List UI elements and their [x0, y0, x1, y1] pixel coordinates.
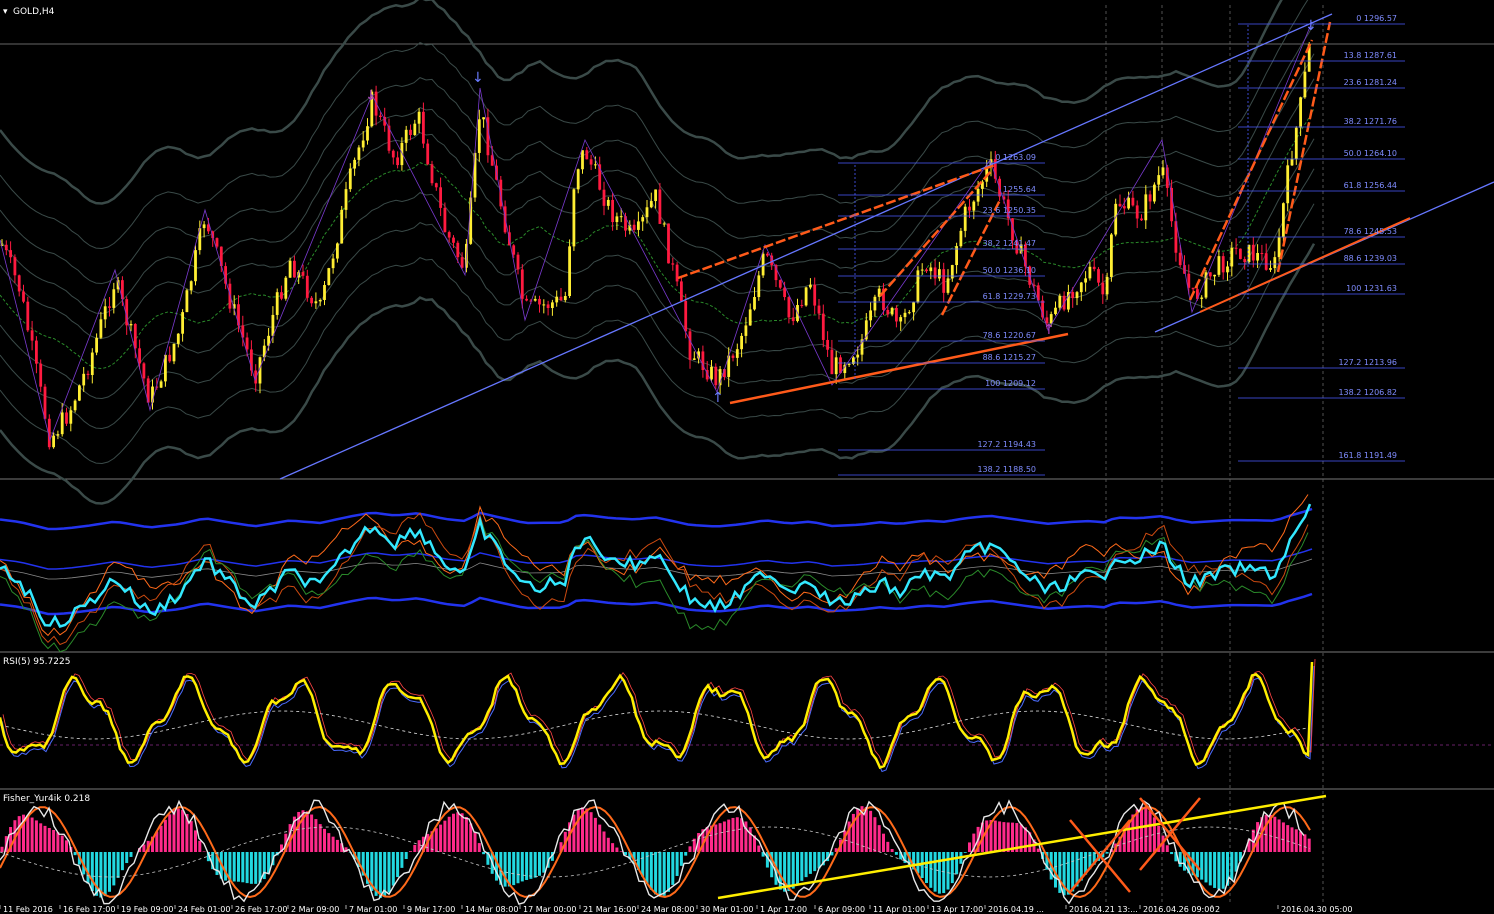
arrow-down-icon: ↓: [472, 70, 484, 86]
fib-label: 13.8 1287.61: [1344, 51, 1397, 60]
arrow-down-icon: ↓: [365, 88, 377, 104]
arrow-down-icon: ↓: [1305, 18, 1317, 34]
fib-label: 0 1263.09: [995, 153, 1036, 162]
x-tick-label: 24 Mar 08:00: [641, 905, 694, 914]
arrow-up-icon: ↑: [1043, 322, 1055, 338]
x-tick-label: 2016.04.30 05:00: [1281, 905, 1352, 914]
channel-line: [940, 199, 1002, 316]
fib-label: 38.2 1271.76: [1344, 117, 1397, 126]
x-tick-label: 30 Mar 01:00: [700, 905, 753, 914]
x-tick-label: 17 Mar 00:00: [523, 905, 576, 914]
envelope-bands: [0, 0, 1316, 505]
fib-label: 0 1296.57: [1356, 14, 1397, 23]
oscillator-panel: [0, 494, 1313, 653]
fib-label: 23.6 1250.35: [983, 206, 1036, 215]
fib-label: 61.8 1256.44: [1344, 181, 1397, 190]
fib-label: 38.2 1241.47: [983, 239, 1036, 248]
x-tick-label: 2 Mar 09:00: [291, 905, 339, 914]
x-tick-label: 2: [1215, 905, 1220, 914]
x-tick-label: 1 Apr 17:00: [760, 905, 807, 914]
x-tick-label: 2016.04.21 13:...: [1069, 905, 1138, 914]
fib-label: 50.0 1264.10: [1344, 149, 1397, 158]
x-tick-label: 7 Mar 01:00: [349, 905, 397, 914]
fib-label: 138.2 1206.82: [1338, 388, 1397, 397]
x-tick-label: 9 Mar 17:00: [407, 905, 455, 914]
fib-label: 88.6 1215.27: [983, 353, 1036, 362]
fractal-markers: ↓ ↑ ↓ ↓ ↑: [365, 18, 1317, 406]
rsi-label: RSI(5) 95.7225: [3, 657, 70, 667]
fib-label: 161.8 1191.49: [1338, 451, 1397, 460]
rsi-panel: [0, 658, 1494, 773]
fisher-panel: [0, 794, 1327, 905]
session-lines: [1105, 5, 1324, 905]
chevron-down-icon: ▾: [3, 7, 8, 17]
fib-label: 1255.64: [1003, 185, 1036, 194]
x-tick-label: 13 Apr 17:00: [931, 905, 983, 914]
channel-line: [879, 169, 993, 297]
fibonacci-levels: 0 1263.09 1255.64 23.6 1250.35 38.2 1241.47…: [838, 14, 1405, 476]
x-tick-label: 2016.04.26 09:00: [1143, 905, 1214, 914]
fib-label: 50.0 1236.10: [983, 266, 1036, 275]
fib-label: 61.8 1229.73: [983, 292, 1036, 301]
fib-label: 127.2 1213.96: [1338, 358, 1397, 367]
symbol-label: GOLD,H4: [13, 7, 55, 17]
fib-label: 100 1209.12: [985, 379, 1036, 388]
x-tick-label: 21 Mar 16:00: [583, 905, 636, 914]
x-tick-label: 26 Feb 17:00: [235, 905, 287, 914]
x-tick-label: 6 Apr 09:00: [818, 905, 865, 914]
channel-line: [729, 332, 1069, 405]
trend-line-blue: [279, 13, 1333, 480]
channel-line: [677, 163, 996, 280]
channel-line: [1276, 21, 1332, 273]
fib-label: 100 1231.63: [1346, 284, 1397, 293]
x-tick-label: 19 Feb 09:00: [121, 905, 173, 914]
fib-label: 78.6 1220.67: [983, 331, 1036, 340]
candles: [0, 21, 1313, 450]
fib-label: 78.6 1245.53: [1344, 227, 1397, 236]
fib-label: 127.2 1194.43: [977, 440, 1036, 449]
fisher-label: Fisher_Yur4ik 0.218: [3, 794, 90, 804]
x-tick-label: 11 Feb 2016: [3, 905, 53, 914]
channel-line: [1199, 217, 1411, 313]
x-tick-label: 14 Mar 08:00: [465, 905, 518, 914]
x-tick-label: 2016.04.19 ...: [988, 905, 1044, 914]
fib-label: 138.2 1188.50: [977, 465, 1036, 474]
fib-label: 23.6 1281.24: [1344, 78, 1397, 87]
x-axis: 11 Feb 2016 16 Feb 17:00 19 Feb 09:00 24 Fe…: [0, 905, 1352, 914]
arrow-up-icon: ↑: [712, 390, 724, 406]
x-tick-label: 24 Feb 01:00: [178, 905, 230, 914]
fib-label: 88.6 1239.03: [1344, 254, 1397, 263]
channel-line: [1188, 39, 1314, 301]
x-tick-label: 11 Apr 01:00: [873, 905, 925, 914]
x-tick-label: 16 Feb 17:00: [63, 905, 115, 914]
